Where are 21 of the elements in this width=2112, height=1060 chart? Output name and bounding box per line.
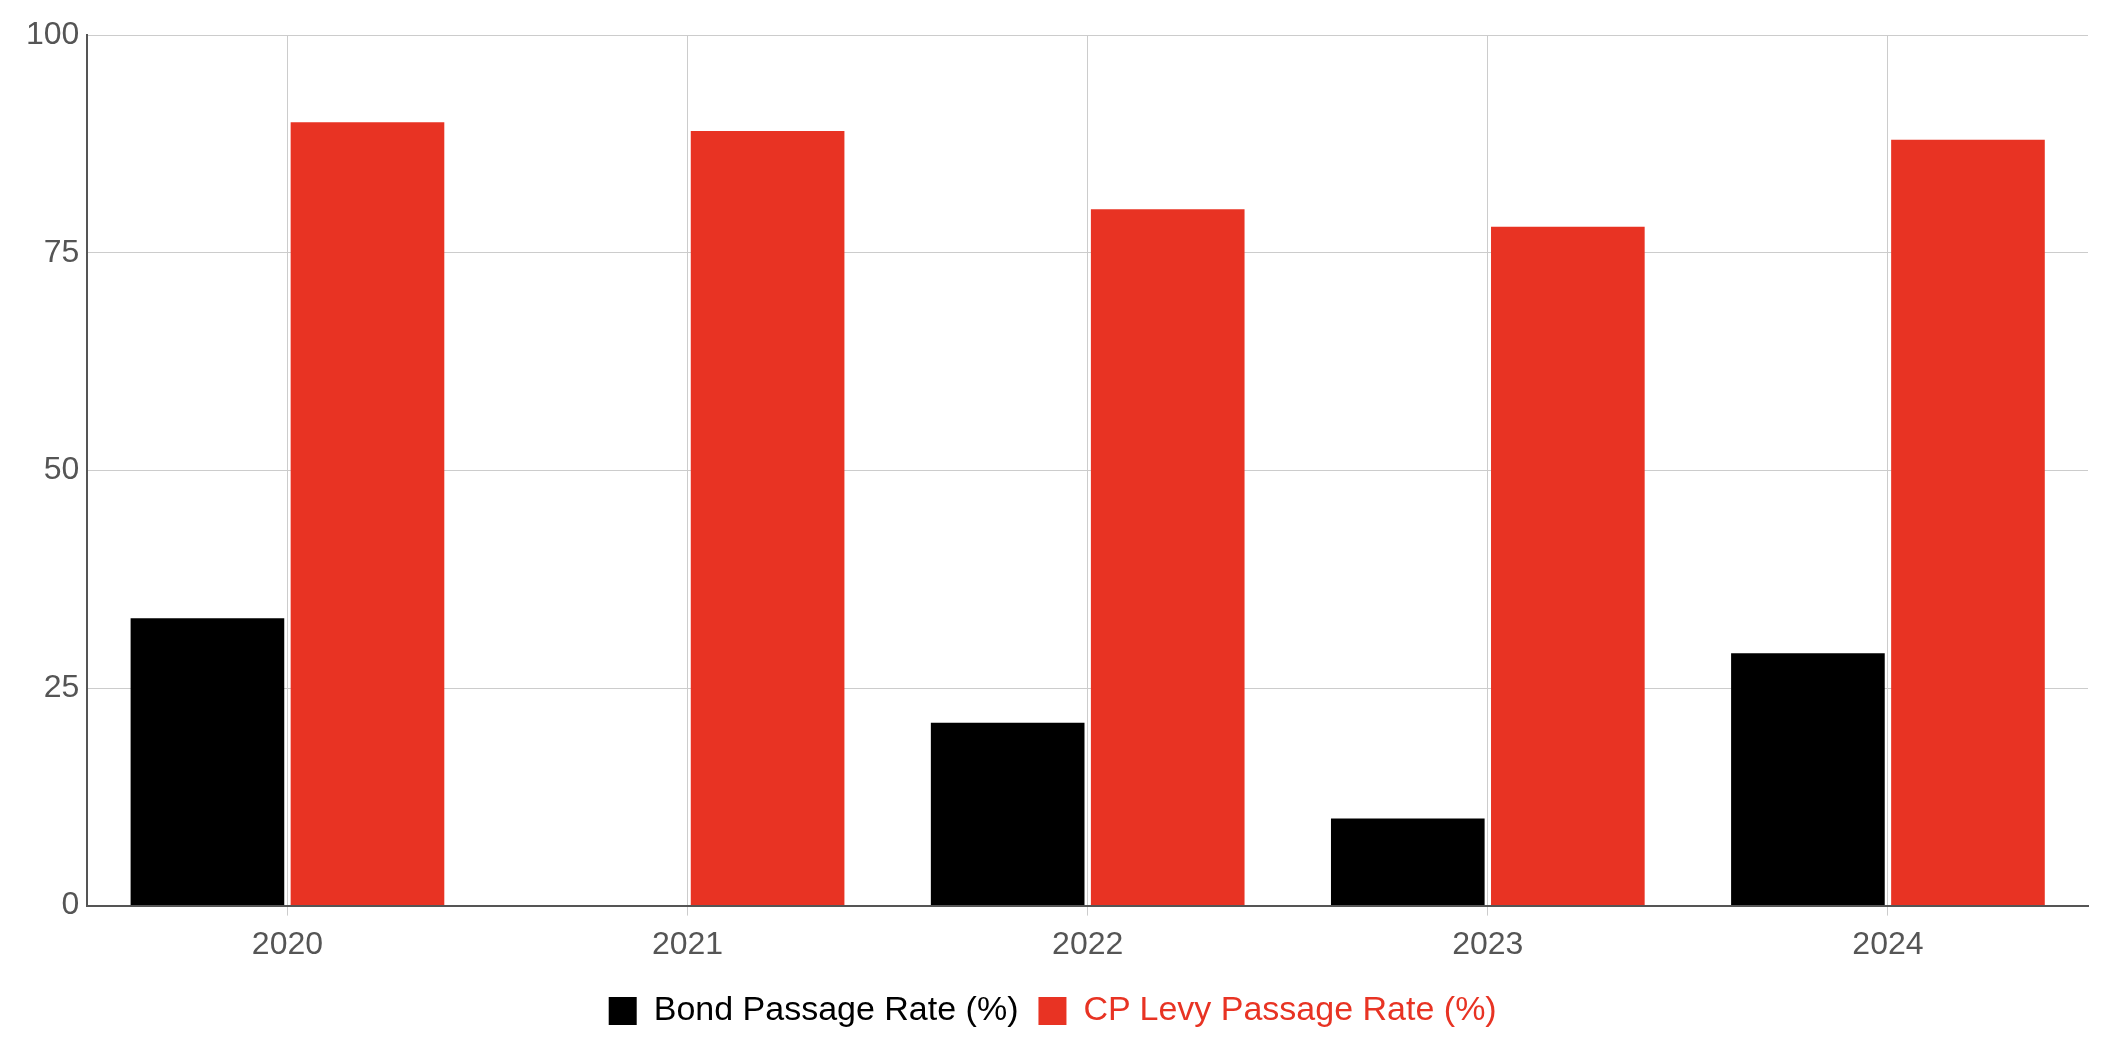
bar — [130, 618, 285, 906]
legend-label: CP Levy Passage Rate (%) — [1083, 989, 1497, 1028]
x-tick-label: 2020 — [251, 924, 324, 961]
bar — [1891, 139, 2045, 906]
y-tick-label: 75 — [43, 232, 80, 269]
y-tick-label: 50 — [43, 450, 80, 487]
legend-label: Bond Passage Rate (%) — [653, 989, 1019, 1028]
y-tick-label: 0 — [61, 885, 80, 922]
bar — [290, 122, 445, 906]
y-tick-label: 25 — [43, 667, 80, 704]
bar — [1491, 226, 1645, 906]
x-tick-label: 2022 — [1052, 924, 1124, 961]
bar — [690, 130, 845, 906]
bar — [930, 722, 1085, 906]
y-tick-label: 100 — [26, 15, 80, 52]
bar — [1090, 209, 1245, 906]
bar — [1330, 818, 1485, 906]
x-tick-label: 2024 — [1852, 924, 1924, 961]
bar — [1731, 653, 1885, 906]
x-tick-label: 2023 — [1452, 924, 1524, 961]
x-tick-label: 2021 — [651, 924, 724, 961]
